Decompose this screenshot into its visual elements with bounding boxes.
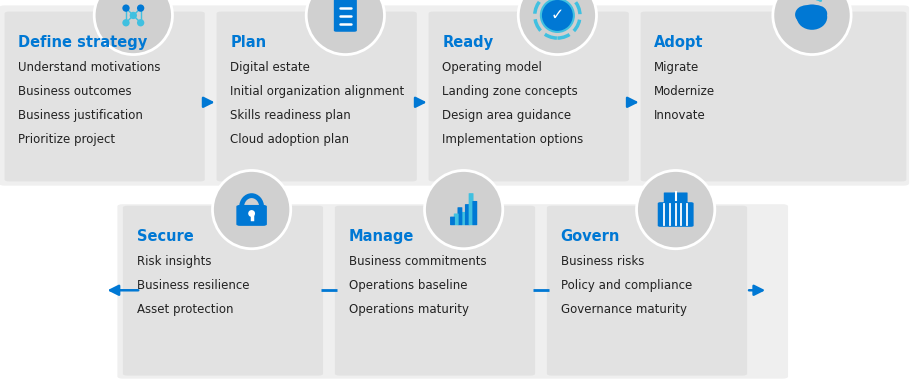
FancyBboxPatch shape (658, 202, 693, 227)
Ellipse shape (122, 5, 129, 12)
FancyBboxPatch shape (663, 193, 688, 204)
Text: Adopt: Adopt (654, 35, 703, 50)
FancyBboxPatch shape (217, 12, 417, 181)
FancyBboxPatch shape (334, 0, 357, 32)
Ellipse shape (795, 5, 817, 24)
FancyBboxPatch shape (123, 206, 323, 376)
Ellipse shape (95, 0, 173, 54)
FancyBboxPatch shape (461, 212, 466, 225)
Ellipse shape (248, 210, 255, 217)
Ellipse shape (122, 19, 129, 26)
Text: Landing zone concepts: Landing zone concepts (442, 85, 578, 98)
FancyBboxPatch shape (454, 213, 459, 225)
Text: Cloud adoption plan: Cloud adoption plan (230, 133, 349, 146)
Ellipse shape (541, 0, 574, 32)
Ellipse shape (306, 0, 385, 54)
Text: Prioritize project: Prioritize project (18, 133, 116, 146)
Text: Migrate: Migrate (654, 61, 700, 74)
FancyBboxPatch shape (237, 205, 267, 226)
Text: Asset protection: Asset protection (136, 303, 233, 316)
Text: ✓: ✓ (551, 8, 564, 23)
FancyBboxPatch shape (0, 5, 909, 186)
Text: Ready: Ready (442, 35, 493, 50)
Text: Skills readiness plan: Skills readiness plan (230, 109, 351, 122)
Text: Manage: Manage (349, 229, 414, 244)
Text: Operations baseline: Operations baseline (349, 279, 467, 292)
Text: Initial organization alignment: Initial organization alignment (230, 85, 404, 98)
FancyBboxPatch shape (472, 201, 477, 225)
Text: Business justification: Business justification (18, 109, 143, 122)
Text: Modernize: Modernize (654, 85, 715, 98)
Text: Business resilience: Business resilience (136, 279, 249, 292)
Text: Operating model: Operating model (442, 61, 542, 74)
Ellipse shape (664, 193, 687, 215)
FancyBboxPatch shape (641, 12, 906, 181)
FancyBboxPatch shape (335, 206, 535, 376)
Text: Governance maturity: Governance maturity (561, 303, 686, 316)
FancyBboxPatch shape (117, 204, 788, 379)
Text: Understand motivations: Understand motivations (18, 61, 161, 74)
Text: Policy and compliance: Policy and compliance (561, 279, 692, 292)
Ellipse shape (519, 0, 597, 54)
FancyBboxPatch shape (458, 207, 462, 225)
FancyBboxPatch shape (429, 12, 629, 181)
Ellipse shape (424, 171, 502, 249)
Text: Innovate: Innovate (654, 109, 706, 122)
Ellipse shape (773, 0, 851, 54)
Text: Secure: Secure (136, 229, 193, 244)
Text: Define strategy: Define strategy (18, 35, 147, 50)
FancyBboxPatch shape (469, 193, 473, 225)
Text: Digital estate: Digital estate (230, 61, 310, 74)
Text: Business commitments: Business commitments (349, 255, 486, 268)
Ellipse shape (129, 12, 137, 19)
Text: Business risks: Business risks (561, 255, 644, 268)
Ellipse shape (636, 171, 715, 249)
Text: Design area guidance: Design area guidance (442, 109, 571, 122)
Text: Risk insights: Risk insights (136, 255, 211, 268)
Text: Implementation options: Implementation options (442, 133, 583, 146)
Ellipse shape (213, 171, 291, 249)
Ellipse shape (137, 5, 145, 12)
Text: Govern: Govern (561, 229, 620, 244)
FancyBboxPatch shape (5, 12, 205, 181)
FancyBboxPatch shape (450, 217, 455, 225)
FancyBboxPatch shape (465, 204, 470, 225)
Text: Business outcomes: Business outcomes (18, 85, 132, 98)
Ellipse shape (137, 19, 145, 26)
Ellipse shape (797, 5, 827, 30)
Text: Operations maturity: Operations maturity (349, 303, 469, 316)
Text: Plan: Plan (230, 35, 267, 50)
Ellipse shape (807, 5, 827, 22)
FancyBboxPatch shape (547, 206, 747, 376)
